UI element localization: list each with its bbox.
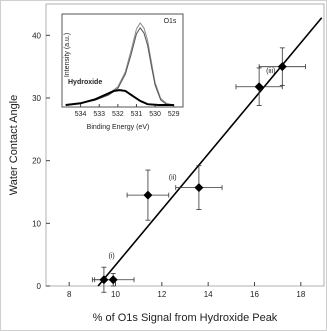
- x-tick-label: 16: [250, 290, 259, 299]
- data-point-diamond: [277, 62, 287, 72]
- inset-x-tick-label: 529: [168, 111, 180, 118]
- inset-x-tick-label: 534: [75, 111, 87, 118]
- y-tick-label: 20: [32, 157, 41, 166]
- point-annotation: (ii): [169, 174, 177, 181]
- main-x-axis-label: % of O1s Signal from Hydroxide Peak: [93, 312, 278, 324]
- y-tick-label: 10: [32, 219, 41, 228]
- x-tick-label: 18: [296, 290, 305, 299]
- main-ticks: 8 10 12 14 16 18 0 10 20 30 40: [32, 31, 306, 299]
- inset-annotation-hydroxide: Hydroxide: [68, 79, 102, 86]
- inset-y-axis-label: Intensity (a.u.): [64, 33, 71, 77]
- inset-spectrum-line: [65, 89, 174, 106]
- x-tick-label: 8: [67, 290, 72, 299]
- inset-x-tick-label: 533: [93, 111, 105, 118]
- main-plot-frame: [45, 3, 325, 287]
- data-point-diamond: [143, 190, 153, 200]
- x-tick-label: 10: [111, 290, 120, 299]
- y-tick-label: 30: [32, 94, 41, 103]
- data-point-diamond: [108, 275, 118, 285]
- data-point-diamond: [99, 275, 109, 285]
- point-annotation: (i): [109, 253, 115, 260]
- fit-line: [97, 17, 323, 287]
- y-tick-label: 0: [37, 282, 42, 291]
- inset-x-axis-label: Binding Energy (eV): [87, 124, 150, 131]
- point-annotation: (iii): [266, 68, 275, 75]
- inset-spectrum-line: [65, 27, 174, 106]
- inset-x-tick-label: 531: [131, 111, 143, 118]
- main-y-axis-label: Water Contact Angle: [8, 95, 20, 195]
- point-annotations: (i) (ii) (iii): [109, 68, 276, 260]
- inset-x-tick-label: 532: [112, 111, 124, 118]
- data-points: [99, 62, 287, 285]
- inset-spectra: [65, 22, 174, 106]
- inset-title: O1s: [164, 18, 177, 25]
- y-tick-label: 40: [32, 31, 41, 40]
- data-point-diamond: [254, 82, 264, 92]
- inset-ticks: 534 533 532 531 530 529: [75, 104, 180, 118]
- inset-frame: [61, 13, 184, 108]
- fit-line-group: [97, 17, 323, 287]
- inset-x-tick-label: 530: [149, 111, 161, 118]
- data-point-diamond: [194, 183, 204, 193]
- x-tick-label: 14: [204, 290, 213, 299]
- x-tick-label: 12: [157, 290, 166, 299]
